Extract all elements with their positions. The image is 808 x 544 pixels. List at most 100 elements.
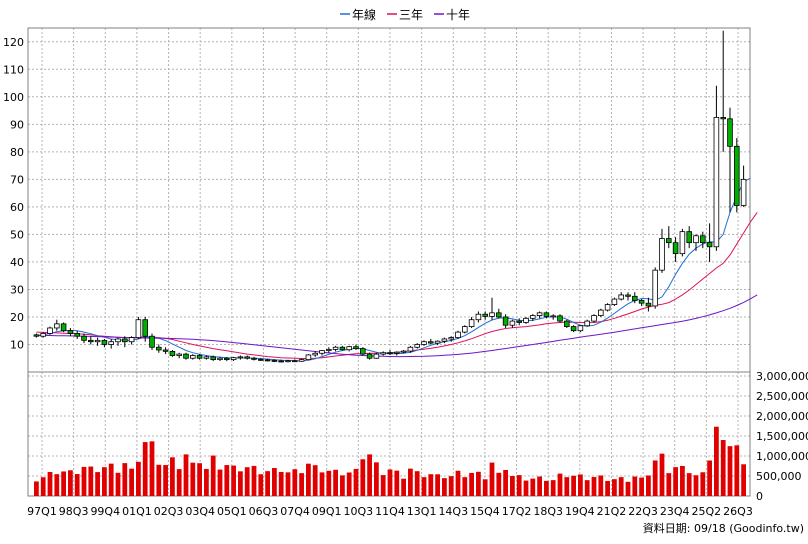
volume-bar <box>387 469 393 496</box>
candle-down <box>672 242 679 255</box>
volume-bar <box>326 470 332 496</box>
candle-down <box>67 330 74 334</box>
candle-down <box>339 346 346 351</box>
candle-down <box>101 339 108 345</box>
candle-up <box>523 317 529 323</box>
candle-down <box>81 335 87 341</box>
candle-down <box>516 320 522 323</box>
candle-up <box>618 294 624 300</box>
candle-down <box>210 356 216 361</box>
candle-up <box>462 326 468 333</box>
volume-bar <box>516 475 522 496</box>
candle-up <box>108 341 114 345</box>
candle-down <box>360 348 366 355</box>
x-tick-label: 01Q1 <box>122 505 152 518</box>
volume-bar <box>639 477 644 496</box>
candle-down <box>482 313 488 317</box>
candle-up <box>135 319 142 339</box>
volume-bar <box>380 475 386 496</box>
candle-up <box>584 320 590 327</box>
x-tick-label: 25Q2 <box>692 505 722 518</box>
price-tick-label: 50 <box>10 228 24 241</box>
price-tick-label: 110 <box>3 63 24 76</box>
candle-up <box>489 312 495 317</box>
volume-bar <box>238 471 243 496</box>
volume-bar <box>319 472 325 496</box>
volume-bar <box>272 468 277 496</box>
candle-down <box>557 315 563 322</box>
candle-up <box>536 312 543 316</box>
volume-bar <box>652 460 658 496</box>
volume-bar <box>312 465 318 496</box>
candle-up <box>203 356 210 359</box>
candle-up <box>659 238 665 271</box>
candle-down <box>706 242 713 248</box>
volume-bar <box>591 477 597 496</box>
volume-bar <box>537 476 542 496</box>
volume-bar <box>54 474 60 496</box>
candle-down <box>264 359 271 362</box>
volume-bar <box>707 460 712 496</box>
candle-up <box>237 356 244 359</box>
candle-up <box>434 340 441 344</box>
volume-bar <box>360 459 366 496</box>
candle-up <box>128 337 135 343</box>
x-tick-label: 22Q3 <box>628 505 658 518</box>
price-tick-label: 120 <box>3 36 24 49</box>
candle-down <box>720 117 726 120</box>
candle-down <box>638 300 645 304</box>
volume-bar <box>149 441 155 496</box>
candle-up <box>693 235 699 244</box>
volume-bars <box>34 426 746 496</box>
candle-down <box>734 145 740 206</box>
volume-bar <box>673 467 678 496</box>
volume-bar <box>278 471 284 496</box>
x-tick-label: 23Q4 <box>660 505 690 518</box>
candle-up <box>421 341 427 345</box>
volume-bar <box>598 475 604 496</box>
volume-bar <box>156 464 162 496</box>
candle-down <box>244 356 250 359</box>
candle-down <box>88 339 94 343</box>
volume-bar <box>625 481 631 496</box>
volume-bar <box>680 465 685 496</box>
candle-up <box>312 352 318 356</box>
x-tick-label: 99Q4 <box>90 505 120 518</box>
volume-bar <box>584 480 590 496</box>
x-tick-label: 15Q4 <box>470 505 500 518</box>
candle-down <box>183 353 189 359</box>
x-tick-label: 98Q3 <box>59 505 89 518</box>
x-tick-label: 03Q4 <box>185 505 215 518</box>
candle-down <box>570 326 577 332</box>
volume-bar <box>244 467 250 496</box>
candle-up <box>400 350 407 353</box>
volume-bar <box>646 475 651 496</box>
x-tick-label: 02Q3 <box>154 505 184 518</box>
volume-bar <box>122 463 128 496</box>
candle-down <box>258 358 264 361</box>
candle-down <box>156 346 162 351</box>
candle-down <box>428 341 434 344</box>
volume-bar <box>129 468 134 496</box>
candle-up <box>509 320 516 326</box>
candle-down <box>366 353 373 359</box>
candle-up <box>550 315 556 318</box>
volume-bar <box>510 476 515 496</box>
candle-up <box>305 354 312 361</box>
x-tick-label: 06Q3 <box>249 505 279 518</box>
candle-down <box>496 312 502 318</box>
ma-1y-line <box>36 177 751 362</box>
volume-tick-label: 3,000,000 <box>756 370 808 383</box>
candle-up <box>475 313 482 321</box>
volume-bar <box>605 480 610 496</box>
candle-up <box>47 327 53 334</box>
volume-bar <box>190 462 196 496</box>
volume-bar <box>482 479 488 496</box>
volume-bar <box>564 477 570 496</box>
data-date-footer: 資料日期: 09/18 (Goodinfo.tw) <box>643 521 804 535</box>
candle-up <box>407 346 414 352</box>
candle-up <box>468 319 475 327</box>
candle-down <box>162 349 169 352</box>
volume-bar <box>170 457 175 496</box>
volume-bar <box>578 474 583 496</box>
